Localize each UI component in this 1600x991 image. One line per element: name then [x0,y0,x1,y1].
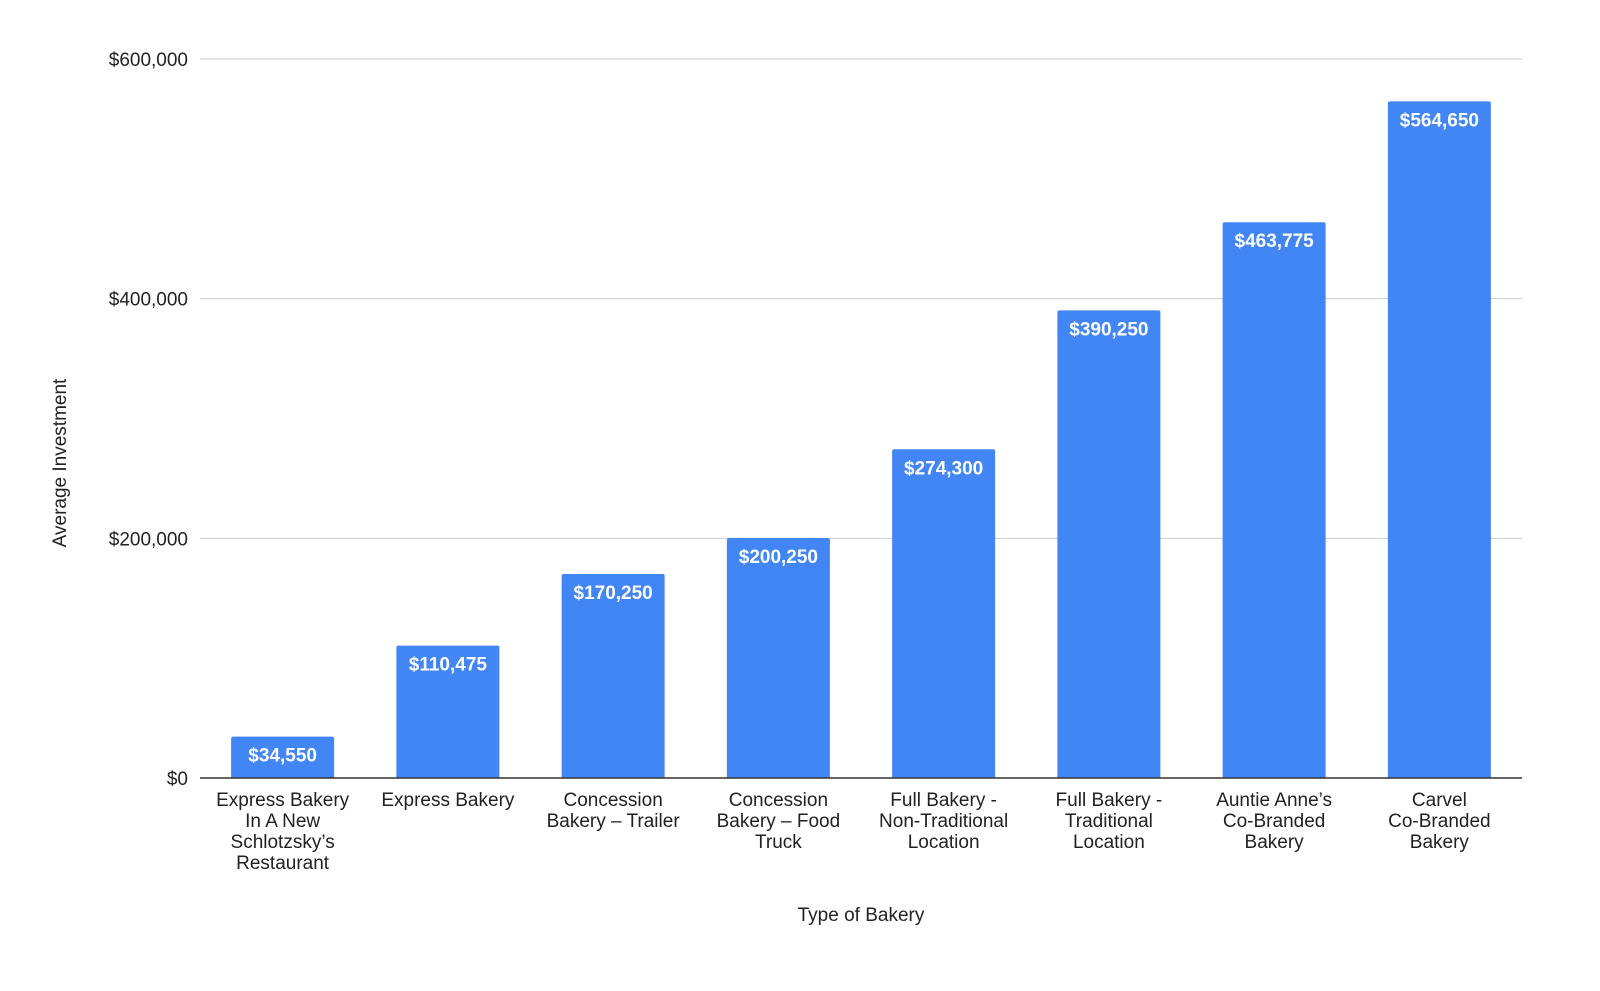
y-tick-label: $200,000 [109,529,188,550]
bar-data-label: $110,475 [409,655,488,676]
x-category-label: Express Bakery [381,790,515,811]
x-category-label-line: Auntie Anne’s [1216,790,1332,811]
x-category-label-line: Bakery [1245,832,1305,853]
x-category-label: Full Bakery -Traditional Location [1056,790,1163,853]
bar-data-label: $200,250 [739,547,818,568]
bar [396,645,500,778]
x-category-label: Concession Bakery – Trailer [547,790,681,832]
bar [1222,222,1326,778]
x-category-label-line: Co-Branded [1388,811,1490,832]
x-category-label-line: Restaurant [236,853,330,874]
data-labels: $34,550 $110,475 $170,250 $200,250 $274,300 $… [248,110,1479,766]
bar [561,573,665,778]
x-category-label-line: In A New [245,811,320,832]
x-category-label-line: Full Bakery - [890,790,997,811]
x-category-label-line: Concession [563,790,662,811]
x-category-label-line: Full Bakery - [1056,790,1163,811]
bar [1057,310,1161,778]
x-category-label-line: Concession [729,790,828,811]
bars [231,101,1491,778]
x-category-label: Carvel Co-Branded Bakery [1388,790,1490,853]
bar-data-label: $564,650 [1400,110,1479,131]
bar-data-label: $390,250 [1069,319,1148,340]
y-tick-label: $600,000 [109,50,188,71]
bar-data-label: $170,250 [574,583,653,604]
x-category-label-line: Co-Branded [1223,811,1325,832]
bar-data-label: $463,775 [1235,231,1315,252]
bar-data-label: $34,550 [248,746,317,767]
x-category-label-line: Traditional [1065,811,1153,832]
x-category-label: Auntie Anne’s Co-Branded Bakery [1216,790,1332,853]
x-category-label-line: Bakery – Trailer [547,811,681,832]
x-axis-category-labels: Express Bakery In A New Schlotzsky’s Restau… [216,790,1491,874]
bar [1387,101,1491,778]
x-category-label: Full Bakery -Non-Traditional Location [879,790,1008,853]
x-category-label-line: Non-Traditional [879,811,1008,832]
x-category-label: Express Bakery In A New Schlotzsky’s Restau… [216,790,350,874]
x-category-label-line: Bakery – Food [717,811,841,832]
x-category-label-line: Location [1073,832,1145,853]
bar [892,449,996,778]
x-category-label-line: Location [908,832,980,853]
x-category-label-line: Carvel [1412,790,1467,811]
x-category-label-line: Express Bakery [381,790,515,811]
x-category-label-line: Truck [755,832,802,853]
x-category-label-line: Schlotzsky’s [231,832,335,853]
y-tick-label: $0 [167,769,188,790]
bar [726,538,830,778]
bar-data-label: $274,300 [904,458,983,479]
x-category-label-line: Express Bakery [216,790,350,811]
y-axis-title: Average Investment [50,378,71,547]
x-category-label-line: Bakery [1410,832,1470,853]
x-axis-title: Type of Bakery [798,905,925,926]
y-axis-ticks: $0 $200,000 $400,000 $600,000 [109,50,188,790]
bar [231,736,335,778]
x-category-label: Concession Bakery – Food Truck [717,790,841,853]
y-tick-label: $400,000 [109,290,188,311]
